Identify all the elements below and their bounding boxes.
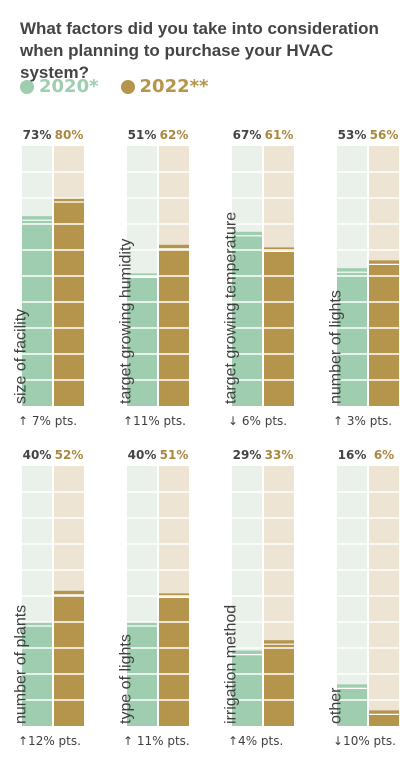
legend-item-2022: 2022** [120, 76, 209, 97]
bar-2022 [159, 244, 189, 406]
chart-title: What factors did you take into considera… [20, 19, 379, 82]
panel-6: 40% 51% type of lights ↑ 11% pts. [117, 448, 189, 748]
panel-7: 29% 33% irrigation method ↑4% pts. [222, 448, 294, 748]
bar-2020 [127, 273, 157, 406]
bar-2022 [369, 710, 399, 726]
change-label: ↓ 6% pts. [228, 414, 287, 428]
bar-2020 [337, 684, 367, 726]
bar-2022 [159, 593, 189, 726]
factor-label: size of facility [12, 309, 29, 404]
legend-swatch-2020 [20, 79, 34, 94]
value-label-2022: 6% [374, 448, 394, 462]
factor-label: number of plants [12, 605, 29, 724]
change-label: ↑ 3% pts. [333, 414, 392, 428]
bar-2020 [232, 231, 262, 406]
factor-label: target growing humidity [117, 239, 134, 404]
value-label-2020: 29% [233, 448, 262, 462]
value-label-2020: 73% [23, 128, 52, 142]
value-label-2022: 61% [265, 128, 294, 142]
legend: 2020* 2022** [20, 76, 230, 97]
legend-label-2022: 2022** [139, 76, 209, 97]
bar-2022 [264, 247, 294, 406]
change-label: ↑4% pts. [228, 734, 283, 748]
bar-2020 [22, 216, 52, 406]
value-label-2022: 80% [55, 128, 84, 142]
factor-label: number of lights [327, 290, 344, 404]
panel-4: 53% 56% number of lights ↑ 3% pts. [327, 128, 399, 428]
panel-3: 67% 61% target growing temperature ↓ 6% pts… [222, 128, 294, 428]
value-label-2022: 56% [370, 128, 399, 142]
value-label-2022: 33% [265, 448, 294, 462]
factor-label: irrigation method [222, 605, 239, 724]
change-label: ↓10% pts. [333, 734, 396, 748]
value-label-2022: 51% [160, 448, 189, 462]
value-label-2020: 16% [338, 448, 367, 462]
legend-swatch-2022 [120, 79, 135, 94]
change-label: ↑12% pts. [18, 734, 81, 748]
value-label-2020: 51% [128, 128, 157, 142]
value-label-2020: 53% [338, 128, 367, 142]
change-label: ↑ 7% pts. [18, 414, 77, 428]
factor-label: type of lights [117, 634, 134, 724]
change-label: ↑11% pts. [123, 414, 186, 428]
bar-2022 [54, 590, 84, 726]
bar-2022 [264, 640, 294, 726]
panel-1: 73% 80% size of facility ↑ 7% pts. [12, 128, 84, 428]
bar-2022 [369, 260, 399, 406]
change-label: ↑ 11% pts. [123, 734, 190, 748]
bar-2020 [232, 650, 262, 726]
value-label-2022: 62% [160, 128, 189, 142]
legend-label-2020: 2020* [39, 76, 99, 97]
value-label-2020: 67% [233, 128, 262, 142]
value-label-2020: 40% [128, 448, 157, 462]
panel-2: 51% 62% target growing humidity ↑11% pts. [117, 128, 189, 428]
value-label-2022: 52% [55, 448, 84, 462]
legend-item-2020: 2020* [20, 76, 99, 97]
panel-5: 40% 52% number of plants ↑12% pts. [12, 448, 84, 748]
bar-2020 [337, 268, 367, 406]
value-label-2020: 40% [23, 448, 52, 462]
panel-8: 16% 6% other ↓10% pts. [327, 448, 399, 748]
factor-label: target growing temperature [222, 212, 239, 404]
factor-label: other [327, 687, 344, 724]
